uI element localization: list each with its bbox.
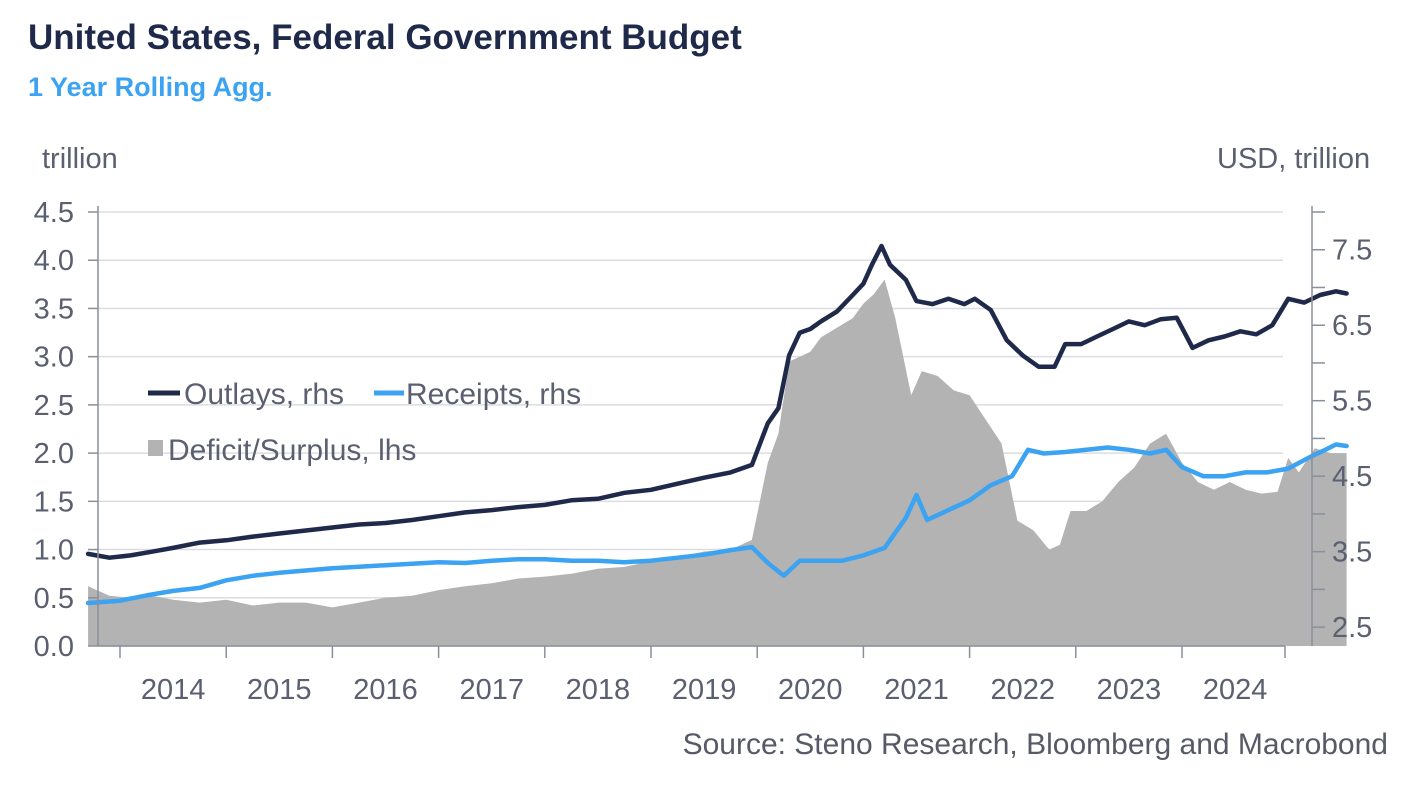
right-axis-tick-label: 5.5 [1332,386,1372,418]
source-note: Source: Steno Research, Bloomberg and Ma… [682,728,1388,761]
chart-subtitle: 1 Year Rolling Agg. [28,72,273,102]
x-axis-tick-label: 2016 [353,674,418,706]
left-axis-tick-label: 2.0 [34,438,74,470]
left-axis-tick-label: 3.5 [34,293,74,325]
left-axis-tick-label: 1.0 [34,535,74,567]
left-axis-tick-label: 2.5 [34,390,74,422]
left-axis-tick-label: 3.0 [34,342,74,374]
legend-label-outlays: Outlays, rhs [184,378,344,411]
x-axis-tick-label: 2017 [459,674,524,706]
legend-label-deficit: Deficit/Surplus, lhs [168,434,416,467]
x-axis-tick-label: 2019 [672,674,737,706]
left-axis-tick-label: 0.0 [34,631,74,663]
x-axis-tick-label: 2024 [1203,674,1268,706]
x-axis-tick-label: 2020 [778,674,843,706]
series-receipts-line [85,442,1349,606]
legend-swatch-deficit [148,440,163,456]
x-axis-tick-label: 2022 [990,674,1055,706]
left-axis-label: trillion [42,143,118,175]
x-axis-tick-label: 2014 [141,674,206,706]
chart-title: United States, Federal Government Budget [28,18,742,57]
legend-label-receipts: Receipts, rhs [406,378,581,411]
left-axis-tick-label: 1.5 [34,486,74,518]
deficit-area-layer [88,279,1347,646]
series-deficit-surplus-area [88,279,1347,646]
x-axis-tick-label: 2018 [566,674,631,706]
line-layer [85,243,1349,606]
grid-lines [98,211,1283,647]
right-axis-tick-label: 6.5 [1332,310,1372,342]
left-axis-tick-label: 0.5 [34,583,74,615]
right-axis-label: USD, trillion [1217,143,1370,175]
left-axis-tick-label: 4.5 [34,197,74,229]
series-outlays-line [85,243,1349,560]
axes: 0.0 0.5 1.0 1.5 2.0 2.5 3.0 3.5 4.0 4.5 trillion 2.… [34,143,1373,706]
x-axis-tick-label: 2023 [1097,674,1162,706]
legend: Outlays, rhs Receipts, rhs Deficit/Surplus… [148,378,581,467]
right-axis-tick-label: 2.5 [1332,612,1372,644]
right-axis-tick-label: 4.5 [1332,461,1372,493]
x-axis-tick-label: 2015 [247,674,312,706]
x-axis-tick-label: 2021 [884,674,949,706]
left-axis-tick-label: 4.0 [34,245,74,277]
right-axis-tick-label: 3.5 [1332,537,1372,569]
right-axis-tick-label: 7.5 [1332,235,1372,267]
